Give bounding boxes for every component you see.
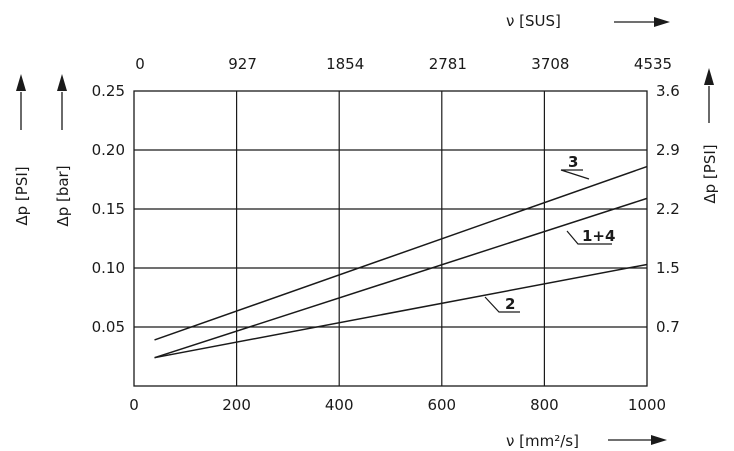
x-top-axis-title: ν [SUS]: [506, 12, 561, 30]
x-top-tick-label: 4535: [634, 55, 672, 73]
y-left-tick-label: 0.10: [92, 259, 125, 277]
series-label: 3: [568, 153, 578, 171]
x-top-tick-label: 0: [135, 55, 145, 73]
x-bottom-tick-label: 800: [530, 396, 559, 414]
y-left-outer-axis-title: Δp [PSI]: [13, 166, 31, 225]
y-right-arrow-icon: [704, 68, 714, 123]
series-lines: 3 1+4 2: [154, 153, 648, 359]
tick-labels: 0 200 400 600 800 1000 0 927 1854 2781 3708 4535 0.0…: [92, 55, 680, 414]
x-top-tick-label: 2781: [429, 55, 467, 73]
y-right-tick-label: 0.7: [656, 318, 680, 336]
x-top-tick-label: 927: [228, 55, 257, 73]
plot-frame: [133, 90, 648, 387]
y-right-tick-label: 1.5: [656, 259, 680, 277]
axis-arrows: [16, 17, 714, 445]
y-left-axis-title: Δp [bar]: [54, 165, 72, 226]
x-bottom-tick-label: 1000: [628, 396, 666, 414]
x-bottom-tick-label: 600: [427, 396, 456, 414]
x-top-tick-label: 1854: [326, 55, 364, 73]
grid: [133, 90, 648, 387]
x-top-arrow-icon: [614, 17, 670, 27]
series-label: 1+4: [582, 227, 615, 245]
y-right-axis-title: Δp [PSI]: [701, 144, 719, 203]
series-label-leader: [566, 230, 612, 245]
y-left-tick-label: 0.15: [92, 200, 125, 218]
y-left-tick-label: 0.05: [92, 318, 125, 336]
series-line-1-4: [154, 197, 648, 359]
series-line-2: [154, 263, 648, 359]
series-line-3: [154, 165, 648, 341]
x-bottom-tick-label: 0: [129, 396, 139, 414]
y-right-tick-label: 3.6: [656, 82, 680, 100]
axis-titles: ν [SUS] ν [mm²/s] Δp [PSI] Δp [bar] Δp […: [13, 12, 719, 450]
series-label-leader: [484, 296, 520, 313]
series-label-leader: [560, 169, 590, 180]
x-top-tick-label: 3708: [531, 55, 569, 73]
x-bottom-tick-label: 200: [222, 396, 251, 414]
y-right-tick-label: 2.9: [656, 141, 680, 159]
y-left-arrow-icon: [57, 74, 67, 130]
series-label: 2: [505, 295, 515, 313]
y-left-outer-arrow-icon: [16, 74, 26, 130]
y-left-tick-label: 0.25: [92, 82, 125, 100]
y-right-tick-label: 2.2: [656, 200, 680, 218]
x-bottom-axis-title: ν [mm²/s]: [506, 432, 579, 450]
x-bottom-arrow-icon: [608, 435, 667, 445]
y-left-tick-label: 0.20: [92, 141, 125, 159]
x-bottom-tick-label: 400: [325, 396, 354, 414]
